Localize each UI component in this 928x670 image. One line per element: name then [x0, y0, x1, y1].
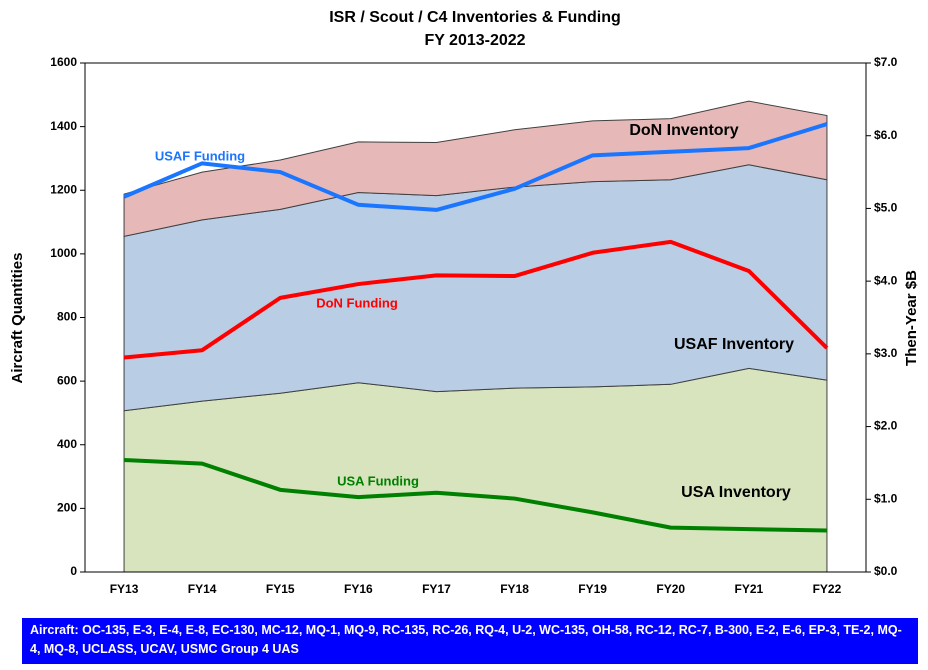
- x-tick-label: FY14: [188, 582, 217, 596]
- y2-tick-label: $2.0: [874, 419, 898, 433]
- y2-tick-label: $5.0: [874, 201, 898, 215]
- y2-tick-label: $7.0: [874, 55, 898, 69]
- x-tick-label: FY15: [266, 582, 295, 596]
- x-tick-label: FY16: [344, 582, 373, 596]
- x-tick-label: FY22: [813, 582, 842, 596]
- series-label: USA Funding: [337, 473, 419, 488]
- y-tick-label: 1000: [50, 246, 77, 260]
- chart-title: ISR / Scout / C4 Inventories & Funding: [329, 9, 621, 26]
- y-tick-label: 600: [57, 373, 77, 387]
- series-label: USAF Inventory: [674, 336, 794, 353]
- y2-tick-label: $6.0: [874, 128, 898, 142]
- x-tick-label: FY17: [422, 582, 451, 596]
- area: [123, 100, 828, 237]
- y-tick-label: 1200: [50, 182, 77, 196]
- footnote: Aircraft: OC-135, E-3, E-4, E-8, EC-130,…: [22, 618, 918, 664]
- chart: ISR / Scout / C4 Inventories & Funding F…: [9, 9, 920, 596]
- line: [123, 122, 828, 212]
- series-label: USAF Funding: [155, 148, 245, 163]
- line: [123, 458, 827, 533]
- series-label: USA Inventory: [681, 484, 791, 501]
- series-label: DoN Inventory: [629, 122, 738, 139]
- x-tick-label: FY21: [735, 582, 764, 596]
- line: [123, 239, 829, 360]
- y2-tick-label: $3.0: [874, 346, 898, 360]
- y-tick-label: 1600: [50, 55, 77, 69]
- y-tick-label: 800: [57, 310, 77, 324]
- y-tick-label: 400: [57, 437, 77, 451]
- x-tick-label: FY19: [578, 582, 607, 596]
- y2-tick-label: $0.0: [874, 564, 898, 578]
- area: [123, 367, 828, 573]
- y-axis-title: Aircraft Quantities: [9, 253, 26, 384]
- y2-tick-label: $4.0: [874, 273, 898, 287]
- y-tick-label: 200: [57, 501, 77, 515]
- x-tick-label: FY20: [656, 582, 685, 596]
- y2-axis-title: Then-Year $B: [903, 270, 920, 366]
- x-tick-label: FY18: [500, 582, 529, 596]
- y2-tick-label: $1.0: [874, 491, 898, 505]
- y-tick-label: 0: [70, 564, 77, 578]
- series-label: DoN Funding: [316, 295, 398, 310]
- chart-subtitle: FY 2013-2022: [424, 32, 525, 49]
- x-tick-label: FY13: [110, 582, 139, 596]
- y-tick-label: 1400: [50, 119, 77, 133]
